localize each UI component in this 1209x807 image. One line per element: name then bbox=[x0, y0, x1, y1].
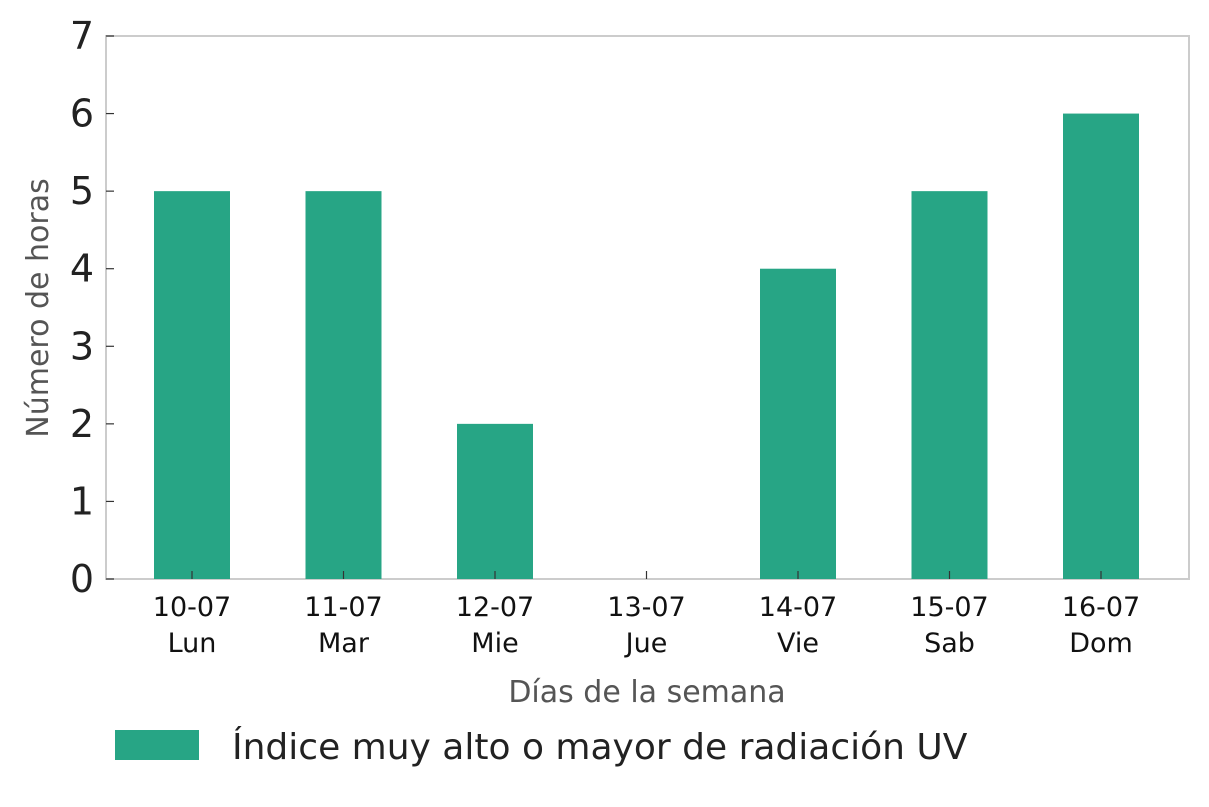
y-axis: 0 1 2 3 4 5 6 7 bbox=[70, 14, 114, 601]
y-tick-label: 2 bbox=[70, 402, 94, 446]
legend-label: Índice muy alto o mayor de radiación UV bbox=[232, 726, 968, 768]
bar bbox=[154, 191, 230, 579]
y-tick-label: 3 bbox=[70, 324, 94, 368]
bar bbox=[457, 423, 533, 579]
x-tick-label-date: 10-07 bbox=[153, 592, 231, 623]
y-tick-label: 4 bbox=[70, 247, 94, 291]
bar bbox=[911, 191, 988, 579]
x-tick-label-day: Jue bbox=[624, 628, 668, 659]
x-axis-label: Días de la semana bbox=[508, 675, 785, 710]
y-tick-label: 0 bbox=[70, 557, 94, 601]
y-tick-label: 7 bbox=[70, 14, 94, 58]
plot-frame bbox=[105, 35, 1190, 580]
x-tick-label-date: 14-07 bbox=[759, 592, 837, 623]
legend-swatch bbox=[115, 730, 199, 760]
x-tick-label-date: 16-07 bbox=[1062, 592, 1140, 623]
bar bbox=[305, 191, 382, 579]
bars bbox=[154, 113, 1139, 580]
x-tick-label-day: Mar bbox=[318, 628, 370, 659]
x-tick-label-date: 12-07 bbox=[456, 592, 534, 623]
x-tick-label-date: 15-07 bbox=[910, 592, 988, 623]
x-axis: 10-07 Lun 11-07 Mar 12-07 Mie 13-07 Jue 14-07 Vie… bbox=[153, 571, 1140, 659]
y-tick-label: 1 bbox=[70, 479, 94, 523]
x-tick-label-date: 13-07 bbox=[607, 592, 685, 623]
x-tick-label-day: Vie bbox=[777, 628, 819, 659]
x-tick-label-day: Sab bbox=[924, 628, 975, 659]
x-tick-label-day: Dom bbox=[1069, 628, 1133, 659]
x-tick-label-day: Lun bbox=[168, 628, 217, 659]
legend: Índice muy alto o mayor de radiación UV bbox=[115, 726, 968, 768]
bar bbox=[760, 268, 836, 579]
bar bbox=[1063, 113, 1139, 580]
y-axis-label: Número de horas bbox=[21, 178, 56, 437]
y-tick-label: 6 bbox=[70, 92, 94, 136]
x-tick-label-date: 11-07 bbox=[304, 592, 382, 623]
x-tick-label-day: Mie bbox=[471, 628, 518, 659]
y-tick-label: 5 bbox=[70, 169, 94, 213]
